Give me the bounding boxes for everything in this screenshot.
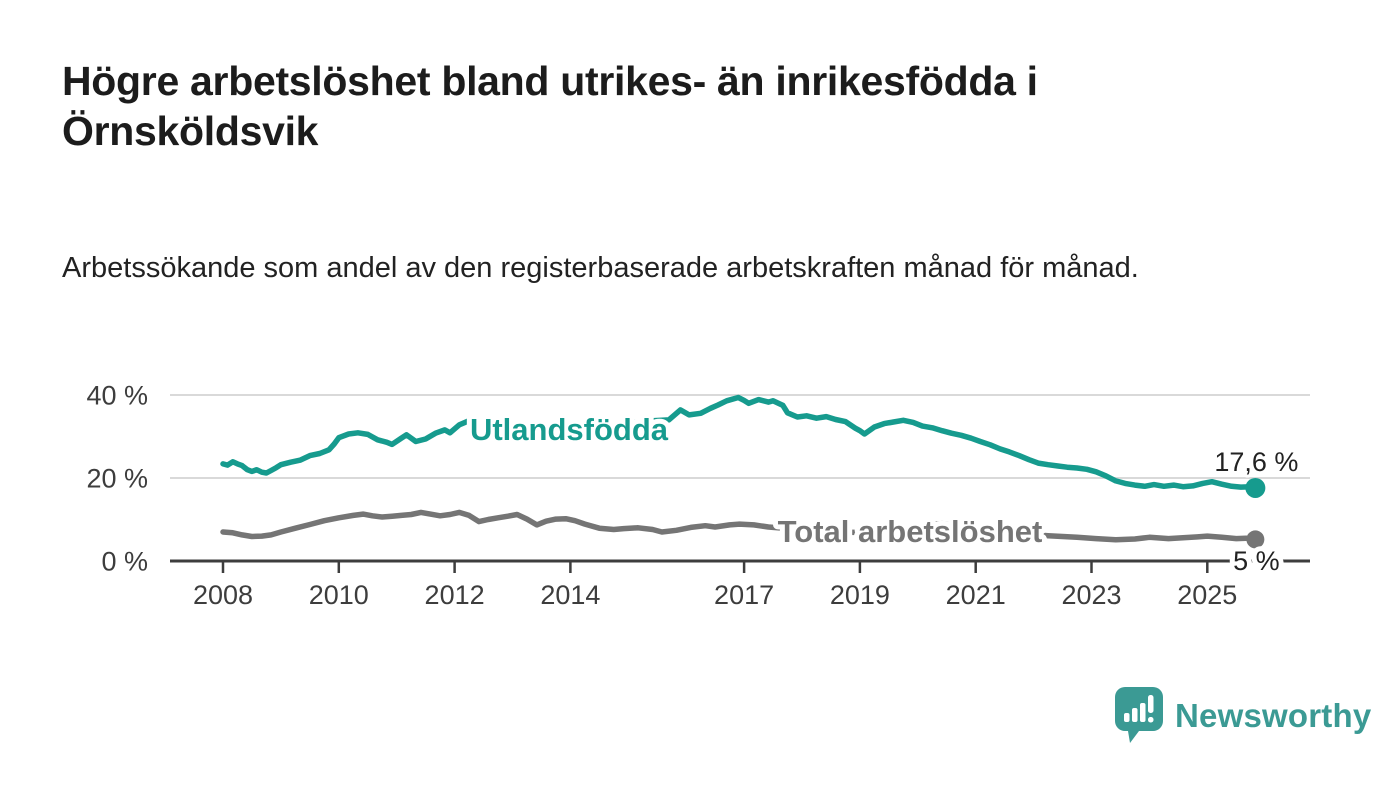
x-tick-label: 2025 bbox=[1177, 580, 1237, 610]
y-tick-label: 20 % bbox=[86, 464, 148, 494]
bar-chart-glyph bbox=[1124, 695, 1154, 723]
newsworthy-logo-icon bbox=[1115, 687, 1163, 743]
chart-subtitle: Arbetssökande som andel av den registerb… bbox=[62, 252, 1139, 284]
x-tick-label: 2023 bbox=[1061, 580, 1121, 610]
end-value-label-total-arbetsloshet: 5 % bbox=[1233, 546, 1280, 576]
y-tick-label: 40 % bbox=[86, 381, 148, 411]
series-label-utlandsfodda: Utlandsfödda bbox=[470, 412, 669, 447]
series-label-total-arbetsloshet: Total arbetslöshet bbox=[778, 514, 1043, 549]
x-tick-label: 2017 bbox=[714, 580, 774, 610]
x-tick-label: 2010 bbox=[309, 580, 369, 610]
x-tick-label: 2021 bbox=[946, 580, 1006, 610]
x-tick-label: 2014 bbox=[540, 580, 600, 610]
speech-bubble-shape bbox=[1115, 687, 1163, 743]
y-tick-label: 0 % bbox=[101, 547, 148, 577]
x-axis-ticks bbox=[221, 561, 1209, 573]
x-tick-label: 2012 bbox=[425, 580, 485, 610]
page-title: Högre arbetslöshet bland utrikes- än inr… bbox=[62, 58, 1038, 155]
end-value-label-utlandsfodda: 17,6 % bbox=[1214, 447, 1298, 477]
brand-footer: Newsworthy bbox=[1115, 686, 1371, 746]
x-tick-label: 2008 bbox=[193, 580, 253, 610]
gridlines bbox=[170, 394, 1310, 479]
y-axis-tick-labels: 0 % 20 % 40 % bbox=[86, 381, 148, 577]
exclamation-bar bbox=[1148, 695, 1154, 713]
brand-name: Newsworthy bbox=[1175, 697, 1372, 734]
series-line-utlandsfodda bbox=[220, 394, 1259, 491]
series-line-total-arbetsloshet bbox=[220, 509, 1259, 543]
exclamation-dot bbox=[1148, 717, 1154, 723]
x-tick-label: 2019 bbox=[830, 580, 890, 610]
end-dot-total-arbetsloshet bbox=[1246, 530, 1265, 549]
end-dot-utlandsfodda bbox=[1245, 477, 1266, 498]
x-axis-tick-labels: 2008 2010 2012 2014 2017 2019 2021 2023 2025 bbox=[193, 580, 1237, 610]
